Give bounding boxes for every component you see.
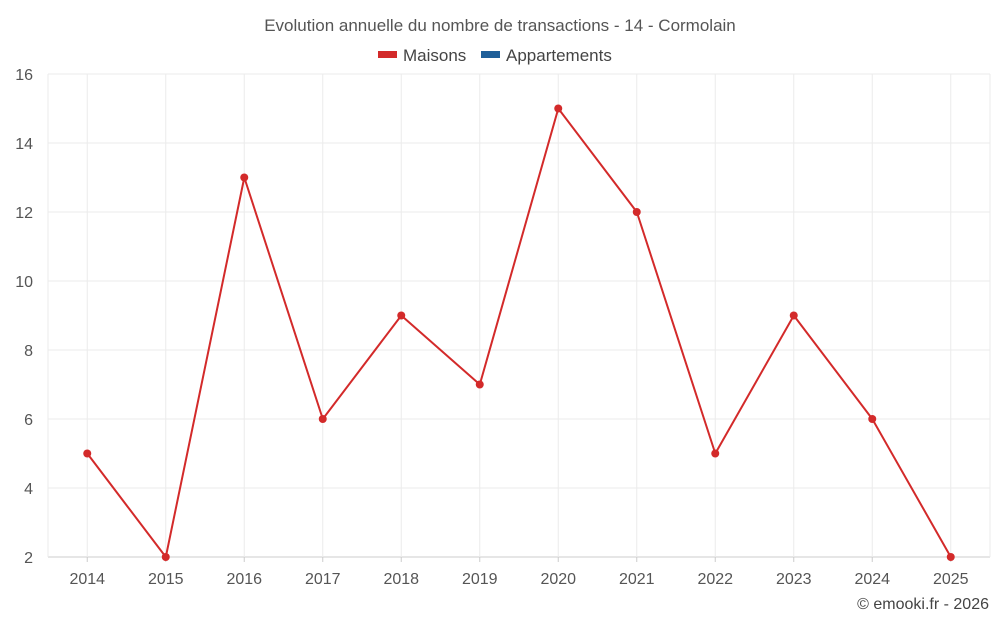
x-tick-label: 2023 [776,571,812,588]
data-point[interactable] [554,104,563,113]
data-point[interactable] [711,449,720,458]
y-tick-label: 4 [24,481,33,498]
y-tick-label: 2 [24,550,33,567]
data-point[interactable] [161,553,170,561]
legend-item-maisons[interactable]: Maisons [378,46,466,65]
legend-label-appartements: Appartements [506,46,612,65]
data-point[interactable] [946,553,955,561]
legend-swatch-maisons [378,51,397,58]
x-axis: 2014 2015 2016 2017 2018 2019 2020 2021 2022 2023… [69,557,969,588]
x-tick-label: 2021 [619,571,655,588]
grid [47,73,991,558]
x-tick-label: 2015 [148,571,184,588]
x-tick-label: 2019 [462,571,498,588]
y-tick-label: 12 [15,205,33,222]
data-point[interactable] [83,449,92,458]
x-tick-label: 2022 [697,571,733,588]
data-point[interactable] [475,380,484,389]
series-line-maisons [86,107,952,558]
data-point[interactable] [868,415,877,423]
legend: Maisons Appartements [378,46,612,65]
legend-swatch-appartements [481,51,500,58]
data-point[interactable] [318,415,327,423]
y-tick-label: 16 [15,67,33,84]
chart-title: Evolution annuelle du nombre de transact… [264,16,736,35]
series-maisons [83,104,955,561]
x-tick-label: 2024 [854,571,890,588]
data-point[interactable] [632,208,641,216]
y-tick-label: 6 [24,412,33,429]
data-point[interactable] [789,311,798,320]
x-tick-label: 2014 [69,571,105,588]
data-point[interactable] [240,173,249,182]
x-tick-label: 2018 [383,571,419,588]
credit: © emooki.fr - 2026 [857,596,989,613]
x-tick-label: 2020 [540,571,576,588]
x-tick-label: 2016 [226,571,262,588]
x-tick-label: 2017 [305,571,341,588]
legend-label-maisons: Maisons [403,46,466,65]
y-tick-label: 14 [15,136,33,153]
legend-item-appartements[interactable]: Appartements [481,46,612,65]
y-tick-label: 10 [15,274,33,291]
data-point[interactable] [397,311,406,320]
y-tick-label: 8 [24,343,33,360]
x-tick-label: 2025 [933,571,969,588]
y-axis: 2 4 6 8 10 12 14 16 [15,67,33,567]
